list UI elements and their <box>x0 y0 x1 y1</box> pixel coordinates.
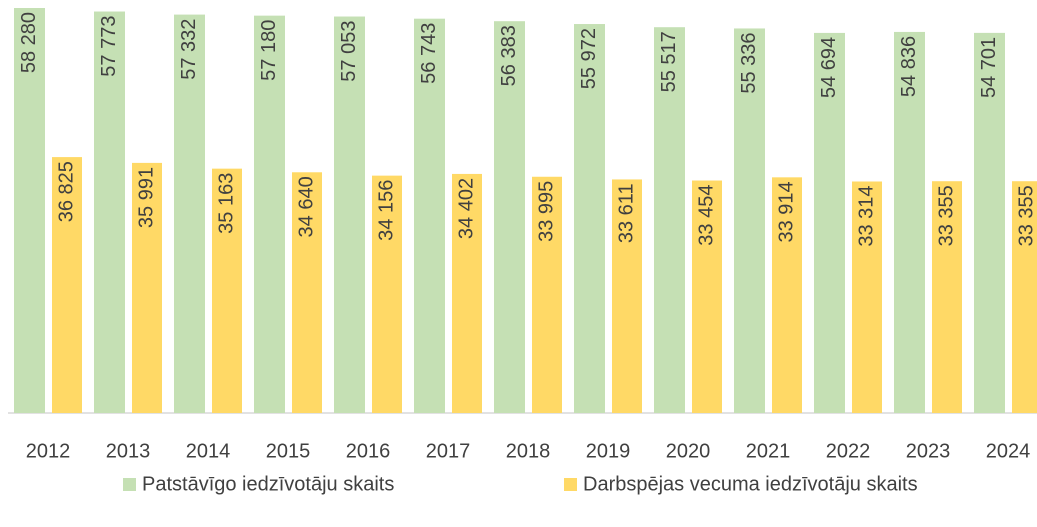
x-tick-label: 2018 <box>506 440 551 462</box>
value-label: 54 701 <box>978 37 1000 98</box>
bar <box>52 157 82 413</box>
value-label: 33 314 <box>855 185 877 246</box>
value-label: 34 402 <box>455 178 477 239</box>
value-label: 56 743 <box>418 23 440 84</box>
bar <box>254 15 285 413</box>
bar <box>932 181 962 413</box>
value-label: 35 991 <box>135 167 157 228</box>
bar <box>654 27 685 413</box>
bar <box>414 18 445 413</box>
value-label: 57 053 <box>338 21 360 82</box>
value-label: 55 517 <box>658 31 680 92</box>
bar <box>692 180 722 413</box>
bar <box>132 162 162 413</box>
x-tick-label: 2020 <box>666 440 711 462</box>
x-tick-label: 2016 <box>346 440 391 462</box>
bar <box>574 24 605 413</box>
value-label: 57 773 <box>98 16 120 77</box>
bar <box>814 32 845 414</box>
value-label: 33 611 <box>615 183 637 243</box>
bar <box>174 14 205 413</box>
x-tick-label: 2024 <box>986 440 1031 462</box>
value-label: 33 355 <box>935 185 957 246</box>
value-label: 36 825 <box>55 161 77 222</box>
value-label: 33 914 <box>775 181 797 242</box>
bar <box>894 31 925 414</box>
value-label: 57 180 <box>258 20 280 81</box>
x-tick-label: 2013 <box>106 440 151 462</box>
legend-swatch <box>564 478 577 491</box>
bar <box>494 21 525 414</box>
value-label: 54 836 <box>898 36 920 97</box>
bar <box>292 172 322 413</box>
value-label: 33 995 <box>535 181 557 242</box>
x-tick-label: 2019 <box>586 440 631 462</box>
bar <box>94 11 125 413</box>
legend-label: Darbspējas vecuma iedzīvotāju skaits <box>583 473 918 495</box>
value-label: 56 383 <box>498 25 520 86</box>
x-tick-label: 2015 <box>266 440 311 462</box>
value-label: 33 355 <box>1015 185 1037 246</box>
bar <box>1012 181 1037 413</box>
bar <box>772 177 802 413</box>
legend-label: Patstāvīgo iedzīvotāju skaits <box>142 473 394 495</box>
bar <box>532 176 562 413</box>
value-label: 33 454 <box>695 185 717 246</box>
x-tick-label: 2017 <box>426 440 471 462</box>
x-tick-label: 2014 <box>186 440 231 462</box>
value-label: 55 336 <box>738 32 760 93</box>
bar <box>612 179 642 413</box>
x-tick-label: 2021 <box>746 440 791 462</box>
legend-swatch <box>123 478 136 491</box>
value-label: 34 640 <box>295 176 317 237</box>
value-label: 34 156 <box>375 180 397 241</box>
bar <box>14 8 45 413</box>
x-tick-label: 2023 <box>906 440 951 462</box>
bar <box>452 173 482 413</box>
value-label: 55 972 <box>578 28 600 89</box>
bar <box>334 16 365 414</box>
bar <box>372 175 402 413</box>
value-label: 54 694 <box>818 37 840 98</box>
bar <box>974 32 1005 414</box>
bar <box>734 28 765 414</box>
x-tick-label: 2012 <box>26 440 71 462</box>
x-tick-label: 2022 <box>826 440 871 462</box>
bar <box>852 181 882 413</box>
value-label: 58 280 <box>18 12 40 73</box>
value-label: 57 332 <box>178 19 200 80</box>
value-label: 35 163 <box>215 173 237 234</box>
bar <box>212 168 242 413</box>
